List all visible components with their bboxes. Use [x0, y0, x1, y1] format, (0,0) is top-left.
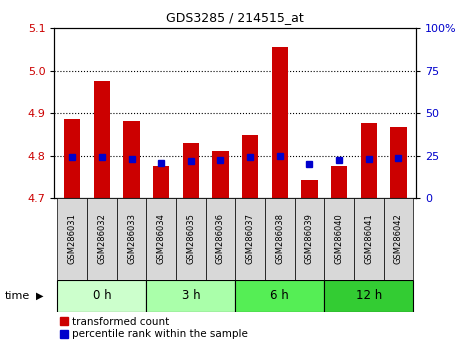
Bar	[265, 198, 295, 280]
Bar	[176, 198, 206, 280]
Bar	[236, 280, 324, 312]
Text: time: time	[5, 291, 30, 301]
Text: GSM286036: GSM286036	[216, 213, 225, 264]
Bar	[331, 166, 347, 198]
Bar	[57, 280, 146, 312]
Bar	[360, 122, 377, 198]
Bar	[57, 198, 87, 280]
Text: ▶: ▶	[35, 291, 43, 301]
Bar	[295, 198, 324, 280]
Text: GSM286040: GSM286040	[334, 213, 343, 264]
Bar	[117, 198, 146, 280]
Bar	[354, 198, 384, 280]
Bar	[384, 198, 413, 280]
Bar	[146, 198, 176, 280]
Text: 0 h: 0 h	[93, 289, 111, 302]
Text: 3 h: 3 h	[182, 289, 200, 302]
Bar	[272, 47, 288, 198]
Text: GDS3285 / 214515_at: GDS3285 / 214515_at	[166, 11, 304, 24]
Text: GSM286035: GSM286035	[186, 213, 195, 264]
Bar	[301, 181, 318, 198]
Text: GSM286037: GSM286037	[245, 213, 254, 264]
Bar	[236, 198, 265, 280]
Bar	[123, 121, 140, 198]
Text: GSM286042: GSM286042	[394, 213, 403, 264]
Bar	[87, 198, 117, 280]
Bar	[146, 280, 236, 312]
Text: GSM286041: GSM286041	[364, 213, 373, 264]
Text: GSM286039: GSM286039	[305, 213, 314, 264]
Text: GSM286031: GSM286031	[68, 213, 77, 264]
Bar	[64, 119, 80, 198]
Bar	[206, 198, 236, 280]
Text: GSM286034: GSM286034	[157, 213, 166, 264]
Text: GSM286032: GSM286032	[97, 213, 106, 264]
Bar	[324, 198, 354, 280]
Text: GSM286038: GSM286038	[275, 213, 284, 264]
Bar	[390, 127, 407, 198]
Bar	[324, 280, 413, 312]
Bar	[94, 81, 110, 198]
Legend: transformed count, percentile rank within the sample: transformed count, percentile rank withi…	[60, 317, 248, 339]
Text: 12 h: 12 h	[356, 289, 382, 302]
Text: 6 h: 6 h	[271, 289, 289, 302]
Bar	[242, 135, 258, 198]
Bar	[183, 143, 199, 198]
Text: GSM286033: GSM286033	[127, 213, 136, 264]
Bar	[212, 151, 228, 198]
Bar	[153, 166, 169, 198]
